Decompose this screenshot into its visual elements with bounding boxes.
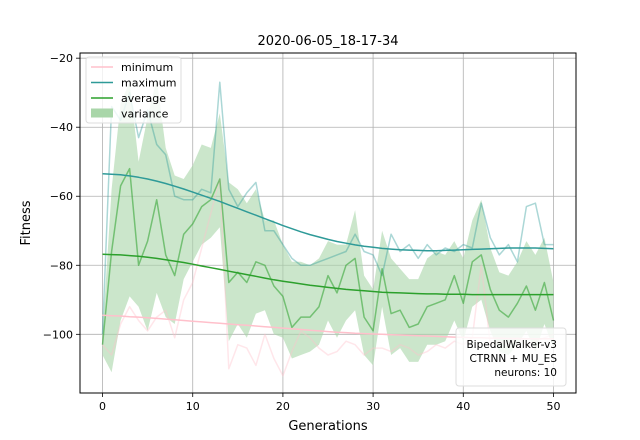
info-box-line: CTRNN + MU_ES <box>469 353 557 365</box>
info-box-frame <box>455 327 567 387</box>
legend-variance-swatch <box>91 108 113 118</box>
info-box-line: neurons: 10 <box>494 367 557 379</box>
info-box: BipedalWalker-v3 CTRNN + MU_ES neurons: 10 <box>455 327 567 387</box>
y-tick-label: −100 <box>43 328 73 341</box>
series-variance-band <box>102 78 554 373</box>
legend-frame <box>85 56 182 124</box>
x-axis-label: Generations <box>288 419 368 434</box>
series-average-trend-line <box>102 253 554 296</box>
x-tick-label: 10 <box>186 400 200 413</box>
legend-maximum-label: maximum <box>121 77 176 90</box>
y-tick-label: −60 <box>50 190 73 203</box>
y-axis-label: Fitness <box>19 200 34 245</box>
series-maximum-line <box>101 81 554 335</box>
legend-minimum-label: minimum <box>121 61 173 74</box>
x-tick-label: 20 <box>276 400 290 413</box>
x-tick-label: 50 <box>546 400 560 413</box>
y-tick-label: −40 <box>50 121 73 134</box>
x-tick-label: 40 <box>456 400 470 413</box>
info-box-line: BipedalWalker-v3 <box>466 339 557 351</box>
y-tick-label: −80 <box>50 259 73 272</box>
series-maximum-trend-line <box>102 173 554 252</box>
y-tick-label: −20 <box>50 52 73 65</box>
legend: minimum maximum average variance <box>85 56 182 124</box>
legend-variance-label: variance <box>121 108 169 121</box>
series-minimum-line <box>101 178 554 377</box>
x-tick-label: 30 <box>366 400 380 413</box>
x-axis-ticks: 0 10 20 30 40 50 <box>99 393 560 413</box>
chart-title: 2020-06-05_18-17-34 <box>257 34 398 49</box>
x-tick-label: 0 <box>99 400 106 413</box>
plot-area-frame <box>79 52 577 394</box>
legend-average-label: average <box>121 92 166 105</box>
y-axis-ticks: −100 −80 −60 −40 −20 <box>43 52 80 341</box>
variance-band-layer <box>102 78 554 373</box>
